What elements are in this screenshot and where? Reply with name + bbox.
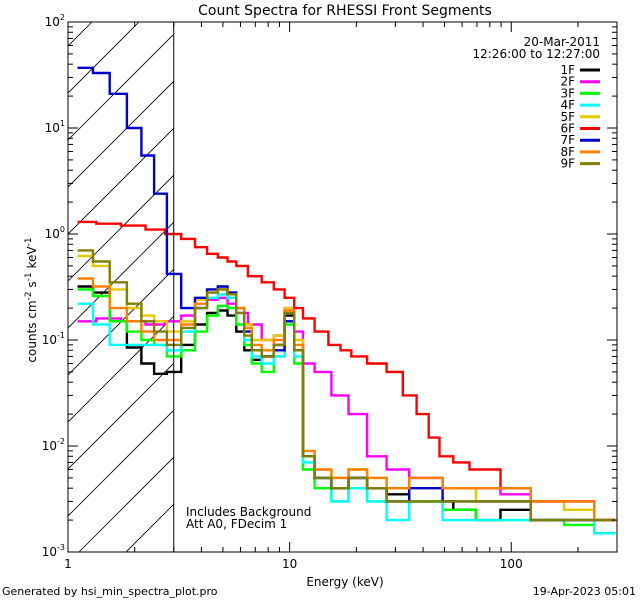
- hatch-line: [68, 409, 174, 517]
- series-line-3f: [77, 288, 616, 535]
- axis-tick-labels: 1 10 100 10-3 10-2 10-1 100 101 102: [42, 13, 523, 571]
- y-tick-label: 10-2: [42, 437, 65, 453]
- y-tick-label: 100: [45, 225, 65, 241]
- footer-generated-by: Generated by hsi_min_spectra_plot.pro: [2, 585, 218, 598]
- y-tick-label: 101: [45, 119, 65, 135]
- y-tick-label: 102: [45, 13, 65, 29]
- y-tick-label: 10-1: [42, 331, 65, 347]
- y-tick-label: 10-3: [42, 543, 65, 559]
- series-line-6f: [77, 220, 616, 522]
- axis-ticks: [67, 21, 618, 553]
- series-line-5f: [77, 254, 616, 522]
- hatch-line: [68, 127, 174, 235]
- series-line-4f: [77, 293, 616, 535]
- annotation-background: Includes Background: [186, 505, 311, 519]
- legend-label-7f: 7F: [560, 133, 575, 147]
- x-tick-label: 10: [282, 557, 297, 571]
- observation-date: 20-Mar-2011: [524, 35, 600, 49]
- x-tick-label: 100: [500, 557, 523, 571]
- legend-label-6f: 6F: [560, 122, 575, 136]
- legend-label-3f: 3F: [560, 86, 575, 100]
- hatch-line: [68, 80, 174, 188]
- x-tick-label: 1: [64, 557, 72, 571]
- series-line-8f: [77, 277, 616, 522]
- x-axis-label: Energy (keV): [306, 575, 383, 589]
- hatch-line: [220, 22, 640, 552]
- series-group: [77, 66, 616, 535]
- series-line-9f: [77, 249, 616, 522]
- legend-label-4f: 4F: [560, 98, 575, 112]
- hatch-line: [68, 221, 174, 329]
- series-line-7f: [77, 66, 616, 522]
- hatch-line: [68, 315, 174, 423]
- legend-label-2f: 2F: [560, 75, 575, 89]
- legend-label-1f: 1F: [560, 63, 575, 77]
- hatch-line: [267, 22, 640, 552]
- legend-label-8f: 8F: [560, 145, 575, 159]
- plot-frame: [67, 21, 618, 553]
- footer-date: 19-Apr-2023 05:01: [533, 585, 636, 598]
- legend-label-5f: 5F: [560, 110, 575, 124]
- hatch-line: [68, 268, 174, 376]
- hatch-line: [68, 22, 140, 94]
- y-axis-label: counts cm-2 s-1 keV-1: [24, 237, 39, 362]
- legend-label-9f: 9F: [560, 157, 575, 171]
- hatch-line: [78, 456, 174, 552]
- hatch-line: [68, 362, 174, 470]
- observation-time-range: 12:26:00 to 12:27:00: [473, 47, 600, 61]
- hatch-line: [68, 174, 174, 282]
- annotation-attenuator: Att A0, FDecim 1: [186, 517, 287, 531]
- chart-title: Count Spectra for RHESSI Front Segments: [198, 3, 492, 19]
- hatch-line: [68, 33, 174, 141]
